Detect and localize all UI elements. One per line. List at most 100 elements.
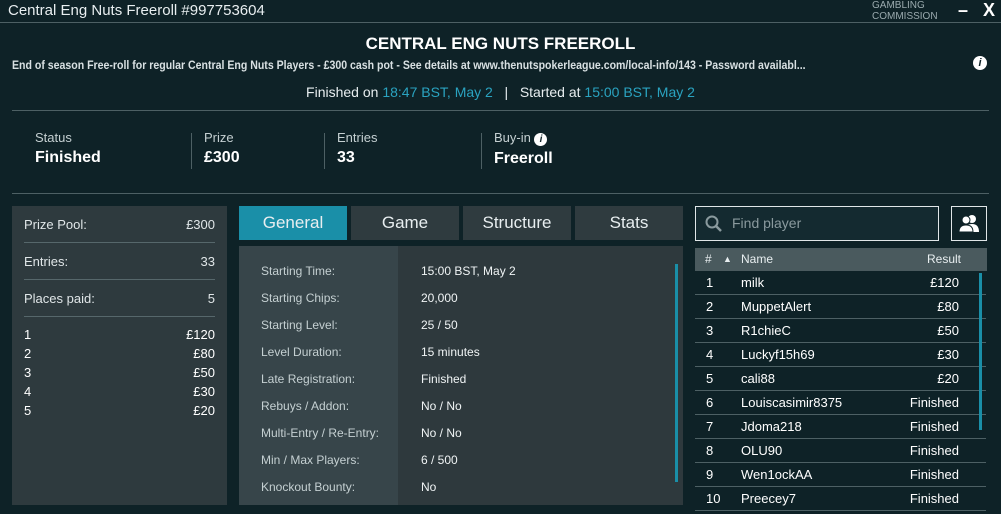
minimize-button[interactable]: – [958, 0, 969, 20]
detail-value: 6 / 500 [421, 453, 458, 467]
player-name: milk [741, 275, 765, 290]
player-row[interactable]: 7 Jdoma218 Finished [695, 415, 986, 439]
player-result: Finished [909, 467, 959, 482]
player-name: OLU90 [741, 443, 783, 458]
find-player-search[interactable] [695, 206, 939, 241]
player-row[interactable]: 2 MuppetAlert £80 [695, 295, 986, 319]
tab-stats[interactable]: Stats [575, 206, 683, 240]
detail-row: Min / Max Players: 6 / 500 [239, 453, 683, 480]
player-result: £80 [937, 299, 959, 314]
label-column [239, 246, 398, 505]
detail-value: No / No [421, 426, 462, 440]
player-result: £30 [937, 347, 959, 362]
player-rank: 9 [706, 467, 714, 482]
player-rank: 5 [706, 371, 714, 386]
finished-time: 18:47 BST, May 2 [382, 84, 493, 100]
result-header[interactable]: Result [926, 252, 961, 266]
detail-value: No [421, 480, 437, 494]
details-scrollbar[interactable] [675, 264, 678, 482]
detail-value: 15:00 BST, May 2 [421, 264, 516, 278]
stat-buyin: Buy-in i Freeroll [494, 130, 553, 167]
detail-label: Rebuys / Addon: [261, 399, 350, 413]
divider [12, 193, 989, 194]
stat-status: Status Finished [35, 130, 101, 166]
player-row[interactable]: 5 cali88 £20 [695, 367, 986, 391]
player-rank: 8 [706, 443, 714, 458]
player-row[interactable]: 9 Wen1ockAA Finished [695, 463, 986, 487]
rank-header[interactable]: # [705, 252, 712, 266]
payout-row: 3 £50 [24, 365, 215, 380]
divider [191, 133, 192, 169]
player-name: R1chieC [741, 323, 791, 338]
name-header[interactable]: Name [741, 252, 774, 266]
player-name: Louiscasimir8375 [741, 395, 843, 410]
player-rank: 3 [706, 323, 714, 338]
detail-value: 25 / 50 [421, 318, 458, 332]
player-row[interactable]: 1 milk £120 [695, 271, 986, 295]
player-row[interactable]: 3 R1chieC £50 [695, 319, 986, 343]
detail-value: 20,000 [421, 291, 458, 305]
player-result: £120 [930, 275, 959, 290]
prize-pool-panel: Prize Pool: £300 Entries: 33 Places paid: 5… [12, 206, 227, 505]
divider [324, 133, 325, 169]
separator: | [504, 84, 509, 100]
player-result: Finished [909, 419, 959, 434]
find-player-input[interactable] [732, 215, 932, 231]
info-icon[interactable]: i [534, 133, 548, 146]
detail-label: Starting Level: [261, 318, 338, 332]
player-row[interactable]: 6 Louiscasimir8375 Finished [695, 391, 986, 415]
detail-row: Knockout Bounty: No [239, 480, 683, 505]
detail-row: Starting Time: 15:00 BST, May 2 [239, 264, 683, 291]
player-result: Finished [909, 395, 959, 410]
search-icon [705, 215, 722, 232]
player-row[interactable]: 8 OLU90 Finished [695, 439, 986, 463]
player-result: Finished [909, 491, 959, 506]
detail-label: Knockout Bounty: [261, 480, 356, 494]
tab-game[interactable]: Game [351, 206, 459, 240]
player-result: £20 [937, 371, 959, 386]
divider [12, 110, 989, 111]
payout-row: 2 £80 [24, 346, 215, 361]
player-rank: 2 [706, 299, 714, 314]
title-bar: Central Eng Nuts Freeroll #997753604 GAM… [0, 0, 1001, 23]
detail-value: Finished [421, 372, 467, 386]
player-row[interactable]: 10 Preecey7 Finished [695, 487, 986, 511]
detail-row: Starting Chips: 20,000 [239, 291, 683, 318]
payout-row: 1 £120 [24, 327, 215, 342]
players-table-header: # ▲ Name Result [695, 248, 987, 271]
detail-row: Late Registration: Finished [239, 372, 683, 399]
sort-asc-icon: ▲ [723, 254, 732, 264]
detail-value: No / No [421, 399, 462, 413]
users-icon [959, 215, 979, 232]
prize-pool-row: Prize Pool: £300 [24, 206, 215, 243]
player-result: Finished [909, 443, 959, 458]
player-rank: 10 [706, 491, 721, 506]
tournament-dates: Finished on 18:47 BST, May 2 | Started a… [0, 84, 1001, 100]
player-name: MuppetAlert [741, 299, 812, 314]
detail-label: Multi-Entry / Re-Entry: [261, 426, 380, 440]
detail-row: Multi-Entry / Re-Entry: No / No [239, 426, 683, 453]
tab-structure[interactable]: Structure [463, 206, 571, 240]
payout-row: 4 £30 [24, 384, 215, 399]
player-rank: 6 [706, 395, 714, 410]
player-rank: 7 [706, 419, 714, 434]
player-name: Preecey7 [741, 491, 796, 506]
finished-label: Finished on [306, 84, 379, 100]
stat-prize: Prize £300 [204, 130, 240, 166]
player-rank: 1 [706, 275, 714, 290]
entries-row: Entries: 33 [24, 243, 215, 280]
detail-value: 15 minutes [421, 345, 480, 359]
gambling-commission-logo: GAMBLING COMMISSION [872, 0, 938, 22]
places-paid-row: Places paid: 5 [24, 280, 215, 317]
tab-general[interactable]: General [239, 206, 347, 240]
detail-label: Starting Chips: [261, 291, 340, 305]
detail-label: Min / Max Players: [261, 453, 360, 467]
close-button[interactable]: X [983, 0, 996, 20]
players-scrollbar[interactable] [979, 273, 982, 430]
payout-row: 5 £20 [24, 403, 215, 418]
player-name: Luckyf15h69 [741, 347, 815, 362]
info-icon[interactable]: i [973, 56, 987, 70]
players-button[interactable] [951, 206, 987, 241]
detail-label: Late Registration: [261, 372, 356, 386]
player-row[interactable]: 4 Luckyf15h69 £30 [695, 343, 986, 367]
